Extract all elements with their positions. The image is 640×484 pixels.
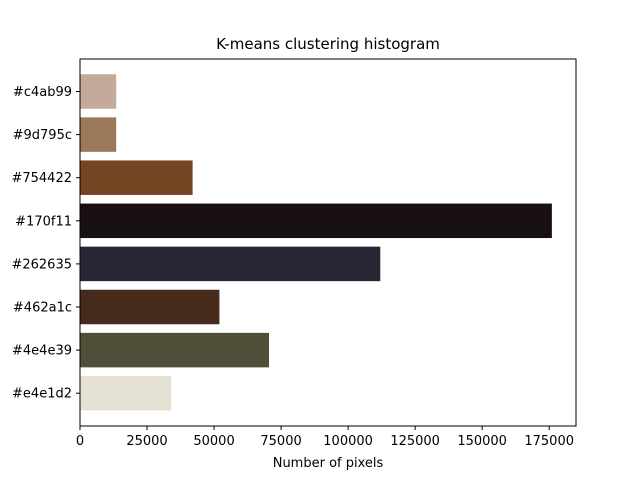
- y-tick-label: #170f11: [15, 214, 72, 229]
- x-axis-ticks: 0 25000 50000 75000 100000 125000 150000 175000: [76, 426, 574, 449]
- x-tick-label: 125000: [390, 434, 440, 449]
- bar-170f11: [80, 203, 552, 239]
- y-tick-label: #462a1c: [13, 301, 72, 316]
- x-tick-label: 0: [76, 434, 84, 449]
- x-tick-label: 50000: [193, 434, 234, 449]
- bar-262635: [80, 246, 381, 282]
- bar-c4ab99: [80, 74, 117, 109]
- bar-4e4e39: [80, 332, 270, 368]
- y-axis-ticks: #c4ab99 #9d795c #754422 #170f11 #262635 #462a…: [11, 85, 80, 402]
- x-axis-label: Number of pixels: [273, 456, 384, 471]
- y-tick-label: #4e4e39: [12, 344, 72, 359]
- chart-title: K-means clustering histogram: [216, 35, 440, 53]
- x-tick-label: 100000: [323, 434, 373, 449]
- bar-e4e1d2: [80, 375, 172, 411]
- bars-group: [80, 74, 552, 411]
- x-tick-label: 175000: [524, 434, 574, 449]
- bar-462a1c: [80, 289, 220, 325]
- y-tick-label: #754422: [11, 171, 72, 186]
- y-tick-label: #e4e1d2: [12, 387, 72, 402]
- y-tick-label: #262635: [11, 257, 72, 272]
- y-tick-label: #9d795c: [13, 128, 72, 143]
- x-tick-label: 25000: [126, 434, 167, 449]
- bar-754422: [80, 160, 193, 195]
- plot-area-frame: [79, 58, 577, 427]
- x-tick-label: 75000: [260, 434, 301, 449]
- x-tick-label: 150000: [457, 434, 507, 449]
- bar-9d795c: [80, 117, 117, 152]
- y-tick-label: #c4ab99: [13, 85, 72, 100]
